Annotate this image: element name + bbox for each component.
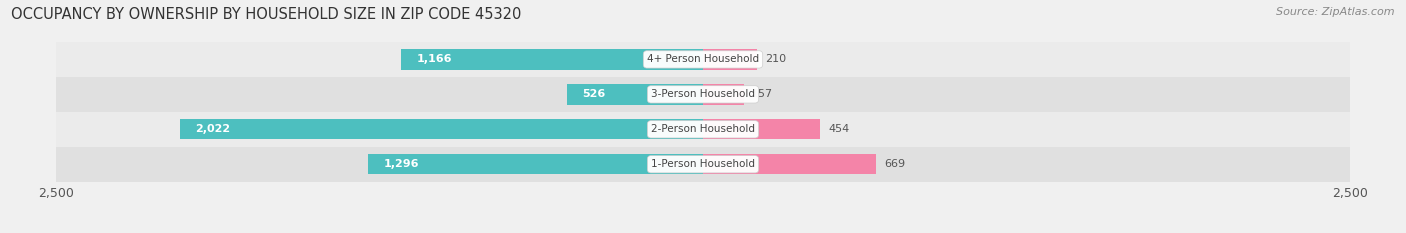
Text: 210: 210 — [765, 55, 786, 64]
Bar — [703, 119, 821, 139]
Text: 1,166: 1,166 — [416, 55, 453, 64]
Text: 2-Person Household: 2-Person Household — [651, 124, 755, 134]
Bar — [703, 49, 758, 69]
Text: 454: 454 — [828, 124, 849, 134]
Bar — [56, 77, 1350, 112]
Text: 3-Person Household: 3-Person Household — [651, 89, 755, 99]
Bar — [368, 154, 703, 174]
Text: 1,296: 1,296 — [384, 159, 419, 169]
Bar — [56, 112, 1350, 147]
Bar — [401, 49, 703, 69]
Bar — [567, 84, 703, 105]
Text: 1-Person Household: 1-Person Household — [651, 159, 755, 169]
Bar — [56, 147, 1350, 182]
Bar — [703, 84, 744, 105]
Text: Source: ZipAtlas.com: Source: ZipAtlas.com — [1277, 7, 1395, 17]
Bar — [56, 42, 1350, 77]
Text: 2,022: 2,022 — [195, 124, 231, 134]
Bar — [180, 119, 703, 139]
Text: 526: 526 — [582, 89, 606, 99]
Text: 669: 669 — [884, 159, 905, 169]
Bar — [703, 154, 876, 174]
Text: 4+ Person Household: 4+ Person Household — [647, 55, 759, 64]
Text: OCCUPANCY BY OWNERSHIP BY HOUSEHOLD SIZE IN ZIP CODE 45320: OCCUPANCY BY OWNERSHIP BY HOUSEHOLD SIZE… — [11, 7, 522, 22]
Text: 157: 157 — [751, 89, 772, 99]
